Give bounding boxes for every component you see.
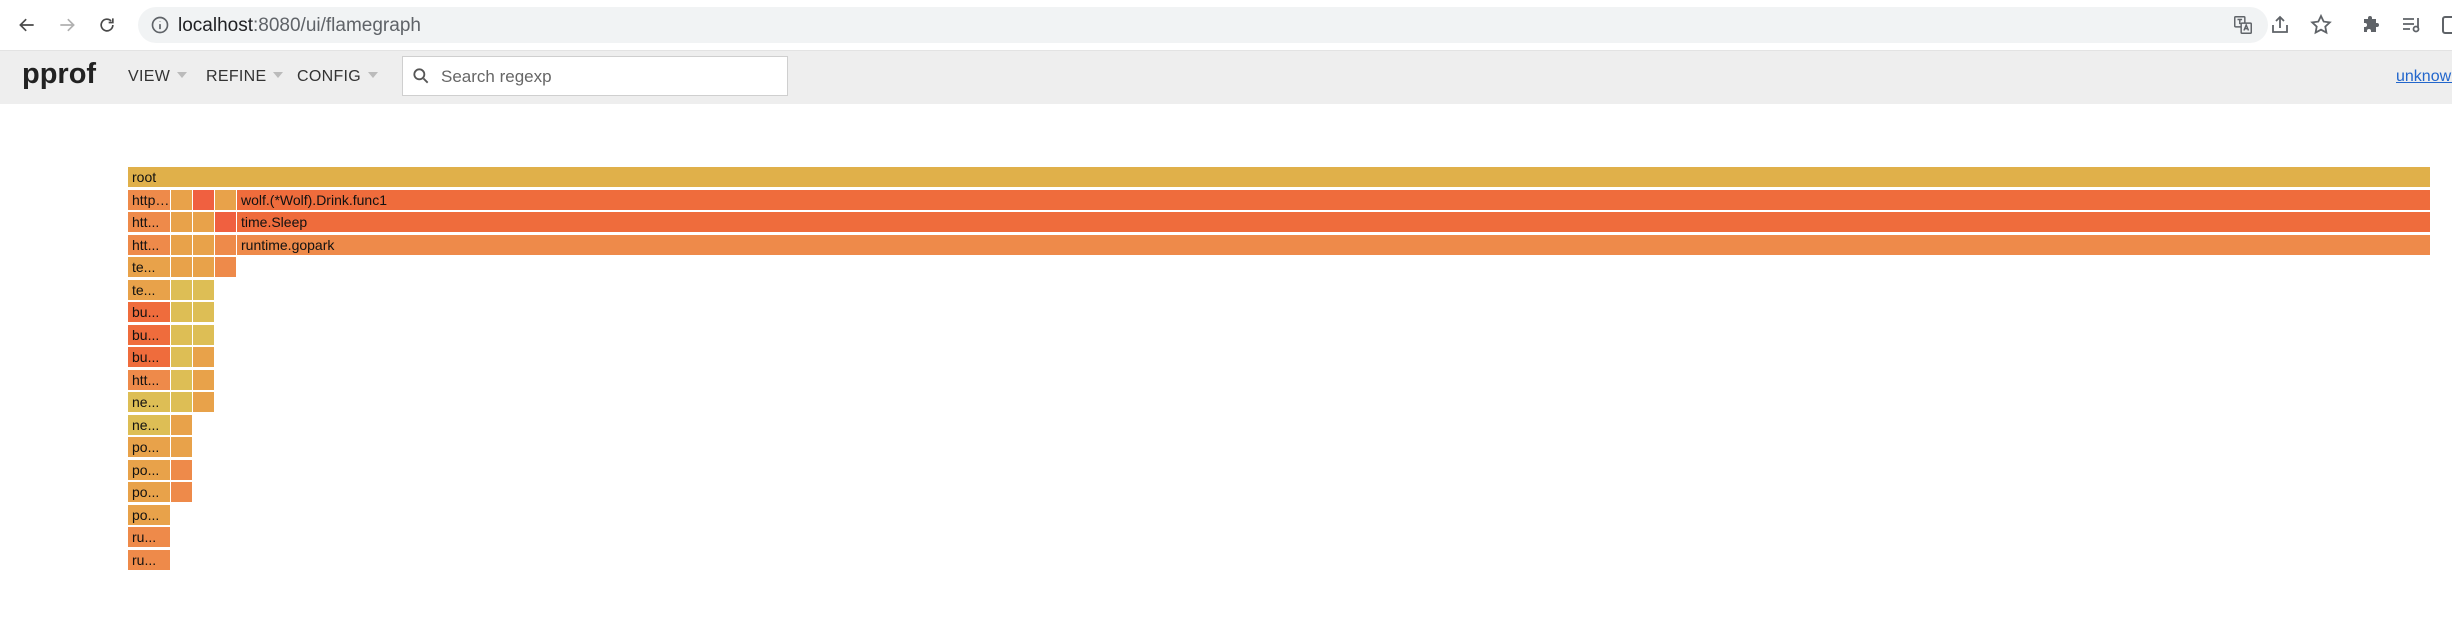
flame-frame-unlabeled[interactable] [171, 459, 193, 481]
chevron-down-icon [273, 72, 284, 78]
search-icon [411, 66, 431, 86]
user-link[interactable]: unknown [2396, 68, 2452, 85]
flame-frame[interactable]: http.(... [128, 189, 171, 211]
flame-frame-unlabeled[interactable] [171, 437, 193, 458]
url-text[interactable]: localhost:8080/ui/flamegraph [178, 15, 421, 37]
flame-frame-unlabeled[interactable] [215, 234, 237, 256]
flame-frame-unlabeled[interactable] [215, 189, 237, 211]
flame-frame-unlabeled[interactable] [193, 302, 215, 323]
flame-frame-unlabeled[interactable] [215, 212, 237, 233]
flame-frame-unlabeled[interactable] [193, 279, 215, 301]
flame-frame-unlabeled[interactable] [215, 257, 237, 278]
url-path: :8080/ui/flamegraph [253, 15, 421, 36]
menu-view-label: VIEW [128, 68, 171, 85]
app-title: pprof [22, 58, 97, 90]
flame-frame[interactable]: te... [128, 279, 171, 301]
flame-frame-unlabeled[interactable] [171, 212, 193, 233]
menu-view[interactable]: VIEW [128, 68, 188, 86]
flame-frame-unlabeled[interactable] [193, 392, 215, 413]
site-info-icon[interactable] [150, 15, 170, 35]
flame-frame-unlabeled[interactable] [171, 189, 193, 211]
menu-refine[interactable]: REFINE [206, 68, 284, 86]
flame-frame-unlabeled[interactable] [171, 392, 193, 413]
flame-frame-unlabeled[interactable] [193, 234, 215, 256]
flame-frame[interactable]: bu... [128, 324, 171, 346]
flame-frame[interactable]: ru... [128, 549, 171, 571]
flame-frame-unlabeled[interactable] [171, 324, 193, 346]
flame-frame-unlabeled[interactable] [171, 279, 193, 301]
share-icon[interactable] [2268, 13, 2292, 37]
flame-frame[interactable]: bu... [128, 347, 171, 368]
flame-frame[interactable]: htt... [128, 212, 171, 233]
flame-frame-unlabeled[interactable] [171, 414, 193, 436]
flame-frame[interactable]: po... [128, 459, 171, 481]
flame-frame-unlabeled[interactable] [193, 212, 215, 233]
chevron-down-icon [177, 72, 188, 78]
flame-frame-unlabeled[interactable] [171, 234, 193, 256]
flame-frame-unlabeled[interactable] [193, 189, 215, 211]
menu-config[interactable]: CONFIG [297, 68, 379, 86]
flame-frame-unlabeled[interactable] [171, 347, 193, 368]
address-bar[interactable]: localhost:8080/ui/flamegraph [138, 7, 2268, 43]
extensions-puzzle-icon[interactable] [2360, 13, 2384, 37]
translate-icon[interactable] [2232, 14, 2254, 36]
flame-frame[interactable]: htt... [128, 234, 171, 256]
flame-frame[interactable]: htt... [128, 369, 171, 391]
flame-frame-unlabeled[interactable] [171, 257, 193, 278]
flame-frame-unlabeled[interactable] [171, 482, 193, 503]
forward-arrow-icon[interactable] [54, 12, 80, 38]
pprof-header: pprof VIEW REFINE CONFIG unknown [0, 51, 2452, 104]
flame-frame-unlabeled[interactable] [193, 347, 215, 368]
menu-config-label: CONFIG [297, 68, 362, 85]
flame-frame[interactable]: bu... [128, 302, 171, 323]
browser-toolbar: localhost:8080/ui/flamegraph [0, 0, 2452, 51]
flame-frame[interactable]: po... [128, 504, 171, 526]
bookmark-star-icon[interactable] [2309, 13, 2333, 37]
flame-frame-unlabeled[interactable] [193, 324, 215, 346]
flame-frame-unlabeled[interactable] [171, 302, 193, 323]
flame-frame-unlabeled[interactable] [193, 257, 215, 278]
flame-frame[interactable]: po... [128, 437, 171, 458]
flame-frame-unlabeled[interactable] [193, 369, 215, 391]
back-arrow-icon[interactable] [14, 12, 40, 38]
flame-frame[interactable]: root [128, 167, 2431, 188]
search-box[interactable] [402, 56, 788, 96]
media-control-icon[interactable] [2400, 13, 2424, 37]
flame-frame-unlabeled[interactable] [171, 369, 193, 391]
reload-icon[interactable] [94, 12, 120, 38]
flame-frame[interactable]: wolf.(*Wolf).Drink.func1 [237, 189, 2431, 211]
side-panel-icon[interactable] [2440, 13, 2452, 37]
search-input[interactable] [439, 63, 783, 91]
flame-frame[interactable]: po... [128, 482, 171, 503]
flame-frame[interactable]: ru... [128, 527, 171, 548]
chevron-down-icon [368, 72, 379, 78]
flame-frame[interactable]: runtime.gopark [237, 234, 2431, 256]
flame-frame[interactable]: te... [128, 257, 171, 278]
menu-refine-label: REFINE [206, 68, 267, 85]
flame-frame[interactable]: time.Sleep [237, 212, 2431, 233]
flame-frame[interactable]: ne... [128, 414, 171, 436]
flame-frame[interactable]: ne... [128, 392, 171, 413]
url-host: localhost [178, 15, 253, 36]
